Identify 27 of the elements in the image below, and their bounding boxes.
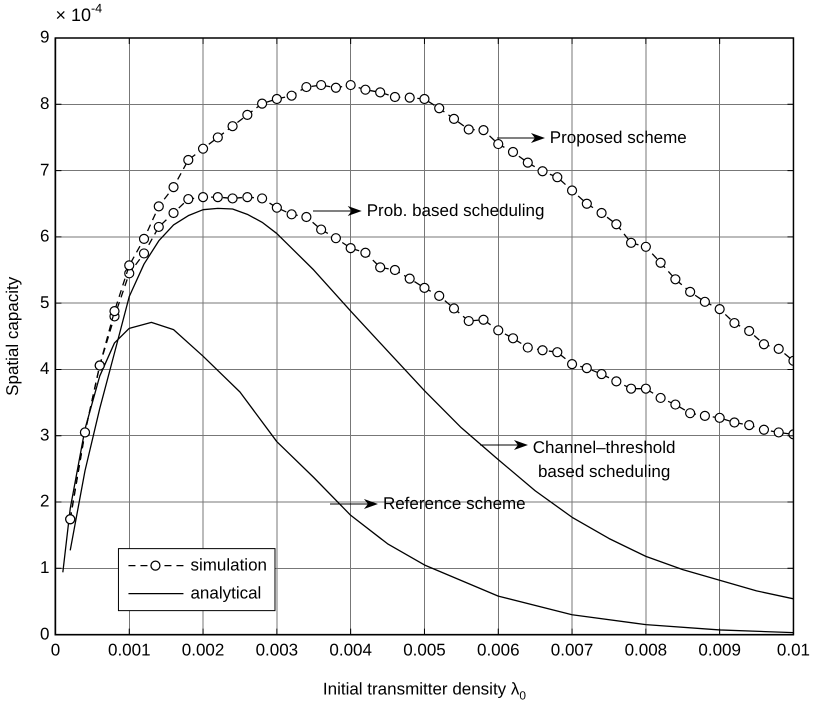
x-tick-label: 0.005 [403, 640, 446, 660]
x-tick-label: 0.002 [182, 640, 224, 660]
y-axis-title: Spatial capacity [3, 276, 22, 396]
annotation: Channel–threshold based scheduling [532, 436, 676, 483]
y-tick-label: 2 [40, 492, 50, 511]
y-tick-label: 5 [40, 292, 50, 312]
x-tick-label: 0.006 [476, 640, 520, 660]
x-tick-label: 0.004 [329, 640, 372, 660]
legend-label: simulation [190, 555, 267, 574]
x-tick-label: 0.001 [108, 640, 151, 660]
x-tick-label: 0.01 [776, 640, 810, 660]
y-tick-label: 4 [40, 359, 50, 378]
x-tick-label: 0.008 [624, 640, 668, 660]
legend-label: analytical [190, 583, 262, 602]
y-tick-label: 9 [40, 28, 50, 47]
y-tick-label: 8 [40, 94, 50, 113]
annotation: Proposed scheme [550, 126, 687, 149]
y-tick-label: 7 [40, 160, 50, 180]
annotation: Prob. based scheduling [366, 200, 544, 222]
x-tick-label: 0.009 [698, 640, 741, 660]
y-tick-label: 0 [40, 624, 50, 644]
y-tick-label: 3 [40, 425, 50, 444]
x-tick-label: 0.007 [550, 640, 594, 660]
x-tick-label: 0.003 [256, 640, 298, 660]
annotation: Reference scheme [382, 492, 526, 515]
y-tick-label: 6 [40, 226, 50, 246]
y-tick-label: 1 [40, 558, 50, 577]
